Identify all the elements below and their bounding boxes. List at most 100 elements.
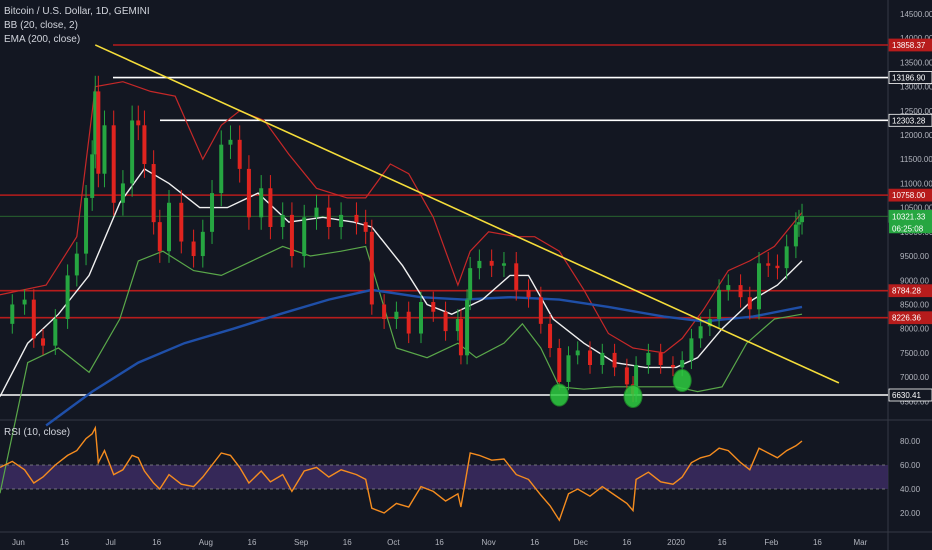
candle-body <box>775 265 780 269</box>
price-axis-tick-label: 10500.00 <box>900 204 932 213</box>
price-axis-tick-label: 11500.00 <box>900 155 932 164</box>
rsi-band <box>0 465 888 489</box>
candle-body <box>418 302 423 334</box>
candle-body <box>246 168 251 218</box>
price-level-tag-label: 10321.33 <box>892 212 926 221</box>
time-axis-tick-label: Jul <box>106 538 116 547</box>
candle-body <box>31 299 36 339</box>
candle-body <box>228 139 233 145</box>
candle-body <box>600 352 605 365</box>
price-axis-tick-label: 8500.00 <box>900 300 929 309</box>
price-level-tag-label: 12303.28 <box>892 116 926 125</box>
time-axis-tick-label: 16 <box>60 538 69 547</box>
candle-body <box>747 297 752 310</box>
time-axis-tick-label: 16 <box>152 538 161 547</box>
legend-rsi[interactable]: RSI (10, close) <box>4 427 71 438</box>
candle-body <box>157 222 162 252</box>
rsi-axis-tick-label: 20.00 <box>900 509 921 518</box>
price-axis-tick-label: 13000.00 <box>900 83 932 92</box>
support-marker <box>549 383 569 407</box>
candle-body <box>800 216 805 223</box>
price-level-tag-label: 13858.37 <box>892 41 926 50</box>
candle-body <box>102 125 107 174</box>
candle-body <box>111 125 116 203</box>
candle-body <box>624 367 629 385</box>
candle-body <box>394 311 399 319</box>
candle-body <box>431 302 436 312</box>
candle-body <box>443 311 448 332</box>
candle-body <box>339 214 344 227</box>
candle-body <box>130 120 135 184</box>
candle-body <box>489 260 494 266</box>
support-marker <box>623 384 643 408</box>
time-axis-tick-label: Dec <box>574 538 588 547</box>
candle-body <box>526 289 531 298</box>
time-axis-tick-label: 2020 <box>667 538 685 547</box>
time-axis-tick-label: 16 <box>718 538 727 547</box>
candle-body <box>41 338 46 346</box>
candle-body <box>566 355 571 382</box>
candle-body <box>65 275 70 319</box>
price-level-tag <box>888 388 932 402</box>
candle-body <box>354 214 359 223</box>
candle-body <box>120 183 125 203</box>
candle-body <box>302 217 307 257</box>
legend-symbol[interactable]: Bitcoin / U.S. Dollar, 1D, GEMINI <box>4 6 150 17</box>
price-axis-tick-label: 14500.00 <box>900 10 932 19</box>
time-axis-tick-label: Aug <box>199 538 213 547</box>
candle-body <box>612 352 617 368</box>
candle-body <box>455 318 460 332</box>
time-axis-tick-label: 16 <box>530 538 539 547</box>
candle-body <box>658 352 663 365</box>
candle-body <box>90 154 95 198</box>
time-axis-tick-label: 16 <box>813 538 822 547</box>
candle-body <box>548 323 553 349</box>
candle-body <box>363 222 368 232</box>
price-level-tag-label: 10758.00 <box>892 191 926 200</box>
candle-body <box>191 241 196 257</box>
candle-body <box>468 268 473 300</box>
candle-body <box>93 91 98 155</box>
candle-body <box>74 253 79 276</box>
rsi-line <box>0 425 803 522</box>
candle-body <box>784 246 789 269</box>
candle-body <box>738 285 743 298</box>
time-axis-tick-label: Oct <box>387 538 400 547</box>
candle-body <box>142 125 147 165</box>
price-axis-tick-label: 12500.00 <box>900 107 932 116</box>
price-axis-tick-label: 11000.00 <box>900 179 932 188</box>
candle-body <box>557 348 562 382</box>
candle-body <box>588 350 592 365</box>
legend-ema[interactable]: EMA (200, close) <box>4 34 81 45</box>
candle-body <box>314 207 319 218</box>
countdown-tag <box>889 222 932 234</box>
price-level-tag <box>888 71 932 84</box>
price-level-tag-label: 8226.36 <box>892 314 921 323</box>
candle-body <box>96 91 101 174</box>
time-axis-tick-label: 16 <box>435 538 444 547</box>
candle-body <box>575 350 580 356</box>
price-level-tag <box>888 113 932 127</box>
candle-body <box>698 326 703 339</box>
bb-basis-line <box>0 167 803 397</box>
price-axis-tick-label: 7000.00 <box>900 373 929 382</box>
rsi-axis-tick-label: 80.00 <box>900 437 921 446</box>
price-axis-tick-label: 7500.00 <box>900 349 929 358</box>
candle-body <box>84 197 89 254</box>
time-axis-tick-label: 16 <box>248 538 257 547</box>
trendline[interactable] <box>94 44 840 384</box>
candle-body <box>280 214 285 227</box>
bb-upper-line <box>0 81 803 354</box>
candle-body <box>151 164 156 223</box>
candle-body <box>465 299 470 356</box>
legend-bb[interactable]: BB (20, close, 2) <box>4 20 78 31</box>
time-axis-tick-label: Jun <box>12 538 25 547</box>
candle-body <box>766 263 771 266</box>
candle-body <box>726 285 731 290</box>
candle-body <box>458 318 463 356</box>
time-axis-tick-label: Sep <box>294 538 309 547</box>
candle-body <box>237 139 242 169</box>
candle-body <box>634 364 639 395</box>
